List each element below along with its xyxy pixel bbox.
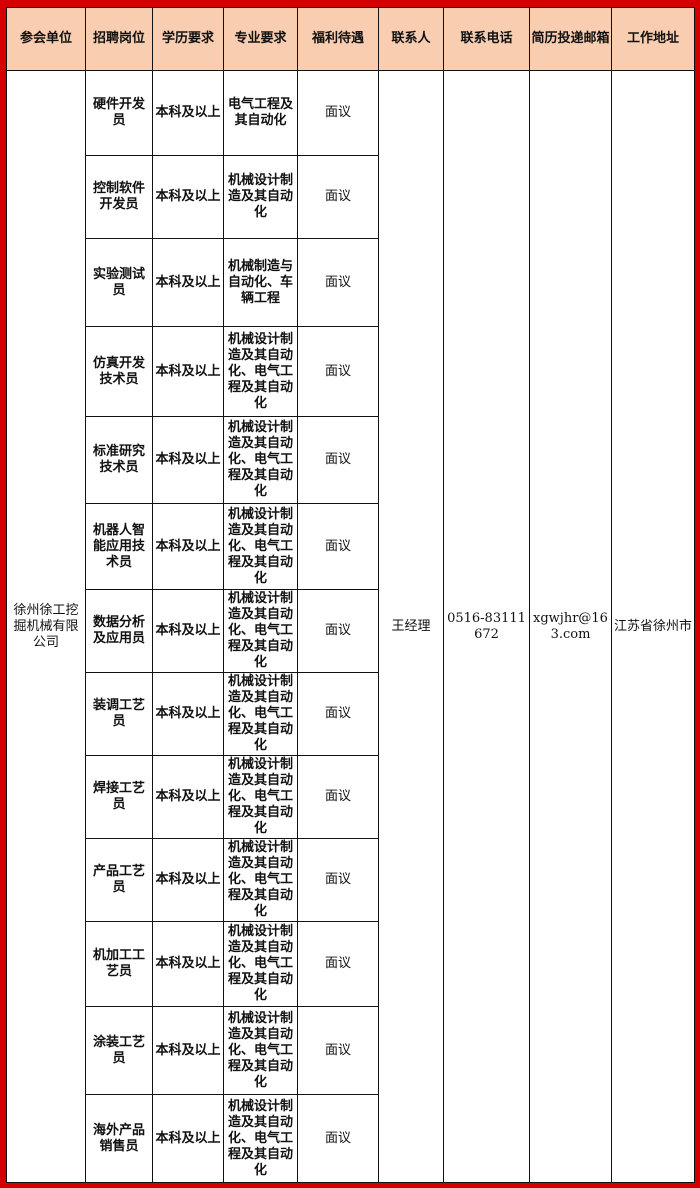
major-cell: 机械设计制造及其自动化、电气工程及其自动化 [223,589,298,673]
education-cell: 本科及以上 [152,589,224,673]
position-cell: 仿真开发技术员 [85,326,153,417]
education-cell: 本科及以上 [152,921,224,1007]
header-company: 参会单位 [6,7,86,71]
education-cell: 本科及以上 [152,70,224,156]
position-cell: 涂装工艺员 [85,1006,153,1095]
table-row: 数据分析及应用员 本科及以上 机械设计制造及其自动化、电气工程及其自动化 面议 [7,589,695,673]
benefits-cell: 面议 [297,70,379,156]
position-cell: 标准研究技术员 [85,416,153,504]
benefits-cell: 面议 [297,416,379,504]
table-row: 标准研究技术员 本科及以上 机械设计制造及其自动化、电气工程及其自动化 面议 [7,416,695,504]
major-cell: 机械设计制造及其自动化、电气工程及其自动化 [223,326,298,417]
position-cell: 机器人智能应用技术员 [85,503,153,590]
header-contact: 联系人 [378,7,444,71]
major-cell: 机械设计制造及其自动化、电气工程及其自动化 [223,755,298,839]
header-major: 专业要求 [223,7,298,71]
address-cell: 江苏省徐州市 [611,70,695,1183]
position-cell: 装调工艺员 [85,672,153,756]
major-cell: 机械制造与自动化、车辆工程 [223,238,298,327]
email-cell: xgwjhr@163.com [529,70,612,1183]
benefits-cell: 面议 [297,326,379,417]
major-cell: 机械设计制造及其自动化、电气工程及其自动化 [223,503,298,590]
education-cell: 本科及以上 [152,755,224,839]
position-cell: 控制软件开发员 [85,155,153,239]
position-cell: 焊接工艺员 [85,755,153,839]
table-row: 涂装工艺员 本科及以上 机械设计制造及其自动化、电气工程及其自动化 面议 [7,1006,695,1095]
benefits-cell: 面议 [297,589,379,673]
table-row: 实验测试员 本科及以上 机械制造与自动化、车辆工程 面议 [7,238,695,327]
education-cell: 本科及以上 [152,1006,224,1095]
position-cell: 机加工工艺员 [85,921,153,1007]
table-row: 海外产品销售员 本科及以上 机械设计制造及其自动化、电气工程及其自动化 面议 [7,1094,695,1183]
major-cell: 机械设计制造及其自动化、电气工程及其自动化 [223,416,298,504]
benefits-cell: 面议 [297,838,379,922]
major-cell: 机械设计制造及其自动化、电气工程及其自动化 [223,838,298,922]
header-education: 学历要求 [152,7,224,71]
education-cell: 本科及以上 [152,326,224,417]
recruitment-table-frame: 参会单位 招聘岗位 学历要求 专业要求 福利待遇 联系人 联系电话 简历投递邮箱… [6,7,695,1183]
header-address: 工作地址 [611,7,695,71]
education-cell: 本科及以上 [152,838,224,922]
education-cell: 本科及以上 [152,155,224,239]
benefits-cell: 面议 [297,672,379,756]
position-cell: 海外产品销售员 [85,1094,153,1183]
benefits-cell: 面议 [297,755,379,839]
recruitment-table: 参会单位 招聘岗位 学历要求 专业要求 福利待遇 联系人 联系电话 简历投递邮箱… [6,7,695,1183]
education-cell: 本科及以上 [152,672,224,756]
education-cell: 本科及以上 [152,238,224,327]
benefits-cell: 面议 [297,1006,379,1095]
position-cell: 实验测试员 [85,238,153,327]
company-cell: 徐州徐工挖掘机械有限公司 [6,70,86,1183]
table-row: 焊接工艺员 本科及以上 机械设计制造及其自动化、电气工程及其自动化 面议 [7,755,695,839]
major-cell: 电气工程及其自动化 [223,70,298,156]
major-cell: 机械设计制造及其自动化 [223,155,298,239]
major-cell: 机械设计制造及其自动化、电气工程及其自动化 [223,1006,298,1095]
education-cell: 本科及以上 [152,416,224,504]
header-email: 简历投递邮箱 [529,7,612,71]
education-cell: 本科及以上 [152,1094,224,1183]
position-cell: 硬件开发员 [85,70,153,156]
position-cell: 产品工艺员 [85,838,153,922]
benefits-cell: 面议 [297,238,379,327]
header-phone: 联系电话 [443,7,530,71]
major-cell: 机械设计制造及其自动化、电气工程及其自动化 [223,672,298,756]
major-cell: 机械设计制造及其自动化、电气工程及其自动化 [223,1094,298,1183]
benefits-cell: 面议 [297,921,379,1007]
benefits-cell: 面议 [297,155,379,239]
phone-cell: 0516-83111672 [443,70,530,1183]
contact-cell: 王经理 [378,70,444,1183]
header-benefits: 福利待遇 [297,7,379,71]
position-cell: 数据分析及应用员 [85,589,153,673]
benefits-cell: 面议 [297,1094,379,1183]
education-cell: 本科及以上 [152,503,224,590]
header-position: 招聘岗位 [85,7,153,71]
table-row: 机加工工艺员 本科及以上 机械设计制造及其自动化、电气工程及其自动化 面议 [7,921,695,1007]
header-row: 参会单位 招聘岗位 学历要求 专业要求 福利待遇 联系人 联系电话 简历投递邮箱… [6,7,695,71]
table-row: 控制软件开发员 本科及以上 机械设计制造及其自动化 面议 [7,155,695,239]
table-row: 徐州徐工挖掘机械有限公司 硬件开发员 本科及以上 电气工程及其自动化 面议 王经理 0516… [6,70,695,1183]
table-row: 仿真开发技术员 本科及以上 机械设计制造及其自动化、电气工程及其自动化 面议 [7,326,695,417]
table-row: 机器人智能应用技术员 本科及以上 机械设计制造及其自动化、电气工程及其自动化 面议 [7,503,695,590]
benefits-cell: 面议 [297,503,379,590]
major-cell: 机械设计制造及其自动化、电气工程及其自动化 [223,921,298,1007]
